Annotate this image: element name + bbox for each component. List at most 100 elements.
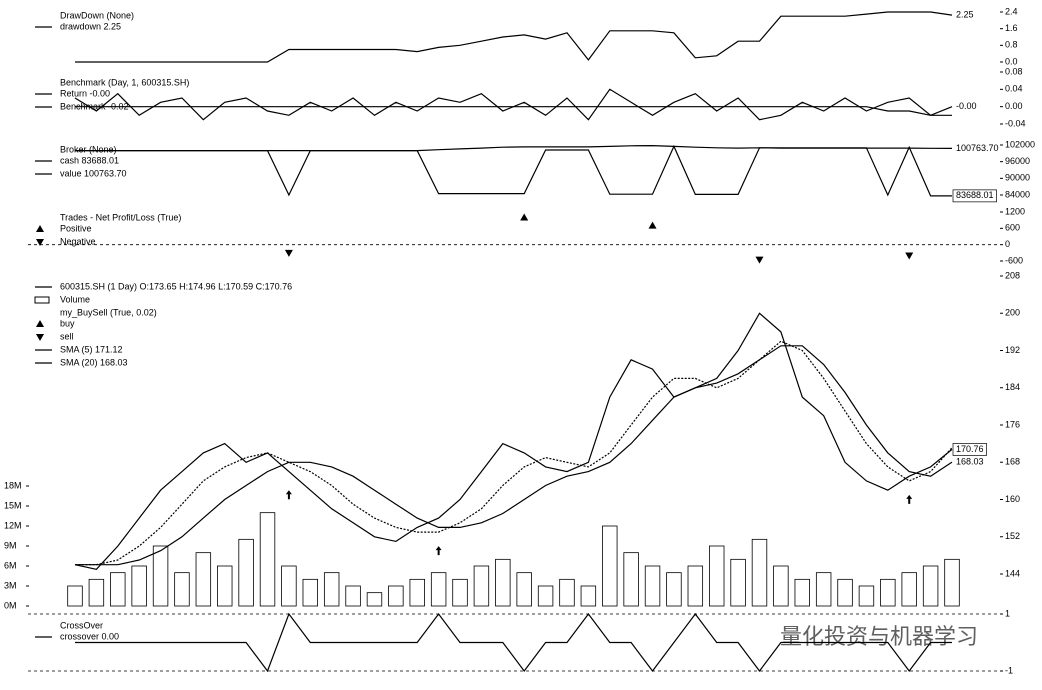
volume-bar bbox=[67, 585, 83, 607]
legend-label: cash 83688.01 bbox=[60, 155, 119, 165]
y-tick-label: 0.0 bbox=[1005, 56, 1018, 66]
volume-bar bbox=[666, 572, 682, 607]
end-label-box bbox=[952, 443, 987, 456]
marker bbox=[906, 494, 913, 504]
y-tick-label: 0 bbox=[1005, 239, 1010, 249]
volume-bar bbox=[323, 572, 340, 607]
volume-bar bbox=[302, 578, 319, 607]
volume-bar bbox=[345, 585, 361, 607]
y-tick-label: 96000 bbox=[1005, 156, 1030, 166]
legend-icon bbox=[36, 334, 44, 341]
y-tick-label: 176 bbox=[1005, 419, 1020, 429]
legend-label: drawdown 2.25 bbox=[60, 21, 121, 31]
y-tick-label: 160 bbox=[1005, 494, 1020, 504]
volume-bar bbox=[537, 585, 554, 607]
y-tick-label: 2.4 bbox=[1005, 6, 1018, 16]
legend-title: Broker (None) bbox=[60, 144, 117, 154]
volume-bar bbox=[110, 572, 126, 607]
volume-bar bbox=[88, 578, 105, 607]
y-tick-label: 208 bbox=[1005, 270, 1020, 280]
volume-bar bbox=[837, 578, 853, 607]
y-tick-label: 184 bbox=[1005, 382, 1020, 392]
legend-label: value 100763.70 bbox=[60, 168, 127, 178]
y2-tick-label: 9M bbox=[4, 540, 17, 550]
volume-bar bbox=[901, 572, 917, 607]
volume-bar bbox=[815, 572, 832, 607]
series-line bbox=[75, 144, 953, 152]
legend-title: Benchmark (Day, 1, 600315.SH) bbox=[60, 77, 189, 87]
series-line bbox=[75, 106, 952, 116]
volume-bar bbox=[388, 585, 404, 607]
volume-bar bbox=[259, 512, 276, 607]
y-tick-label: 192 bbox=[1005, 345, 1020, 355]
volume-bar bbox=[944, 558, 960, 607]
y-tick-label: 200 bbox=[1005, 308, 1020, 318]
end-label: -0.00 bbox=[956, 101, 977, 111]
y-tick-label: 168 bbox=[1005, 457, 1020, 467]
volume-bar bbox=[880, 578, 896, 607]
volume-bar bbox=[430, 572, 447, 607]
marker bbox=[905, 252, 914, 260]
volume-bar bbox=[794, 578, 810, 607]
end-label: 83688.01 bbox=[956, 190, 994, 200]
legend-label: SMA (20) 168.03 bbox=[60, 357, 128, 367]
volume-bar bbox=[708, 545, 725, 607]
volume-bar bbox=[281, 565, 297, 607]
marker bbox=[435, 546, 442, 556]
series-line bbox=[74, 88, 953, 121]
y-tick-label: 1.6 bbox=[1005, 23, 1018, 33]
legend-icon bbox=[36, 239, 44, 246]
legend-title: DrawDown (None) bbox=[60, 10, 134, 20]
volume-bar bbox=[687, 565, 704, 607]
y-tick-label: 0.08 bbox=[1005, 66, 1023, 76]
y-tick-label: 1 bbox=[1005, 608, 1010, 618]
volume-bar bbox=[922, 565, 939, 607]
y-tick-label: 102000 bbox=[1005, 139, 1035, 149]
volume-bar bbox=[773, 565, 789, 607]
volume-bar bbox=[580, 585, 597, 607]
volume-bar bbox=[516, 572, 532, 607]
y-tick-label: 144 bbox=[1005, 568, 1020, 578]
volume-bar bbox=[495, 558, 511, 607]
y2-tick-label: 0M bbox=[4, 600, 17, 610]
volume-bar bbox=[559, 578, 575, 607]
volume-bar bbox=[452, 578, 468, 607]
legend-title: CrossOver bbox=[60, 620, 103, 630]
volume-bar bbox=[409, 578, 425, 607]
marker bbox=[520, 213, 529, 221]
volume-bar bbox=[473, 565, 490, 607]
series-line bbox=[75, 340, 953, 566]
end-label-box bbox=[952, 189, 997, 203]
watermark: 量化投资与机器学习 bbox=[780, 624, 978, 649]
marker bbox=[285, 490, 292, 500]
volume-bar bbox=[751, 538, 768, 607]
volume-bar bbox=[174, 572, 190, 607]
marker bbox=[648, 221, 657, 229]
volume-bar bbox=[217, 565, 233, 607]
legend-label: buy bbox=[60, 318, 75, 328]
end-label: 170.76 bbox=[956, 444, 984, 454]
y-tick-label: 84000 bbox=[1005, 189, 1030, 199]
legend-label: Positive bbox=[60, 223, 92, 233]
legend-label: SMA (5) 171.12 bbox=[60, 344, 123, 354]
volume-bar bbox=[623, 552, 639, 607]
series-line bbox=[75, 144, 952, 197]
legend-label: Negative bbox=[60, 236, 96, 246]
y-tick-label: 152 bbox=[1005, 531, 1020, 541]
volume-bar bbox=[238, 538, 254, 607]
marker bbox=[755, 256, 764, 264]
legend-title: Trades - Net Profit/Loss (True) bbox=[60, 212, 181, 222]
volume-bar bbox=[131, 565, 147, 607]
y2-tick-label: 3M bbox=[4, 580, 17, 590]
y-tick-label: 0.00 bbox=[1005, 101, 1023, 111]
y-tick-label: -1 bbox=[1005, 665, 1013, 675]
marker bbox=[284, 249, 293, 257]
end-label: 2.25 bbox=[956, 10, 974, 20]
y-tick-label: -600 bbox=[1005, 255, 1023, 265]
legend-icon bbox=[36, 225, 44, 232]
y-tick-label: 1200 bbox=[1005, 206, 1025, 216]
volume-bar bbox=[195, 552, 212, 607]
legend-icon bbox=[36, 320, 44, 327]
volume-bar bbox=[858, 585, 875, 607]
